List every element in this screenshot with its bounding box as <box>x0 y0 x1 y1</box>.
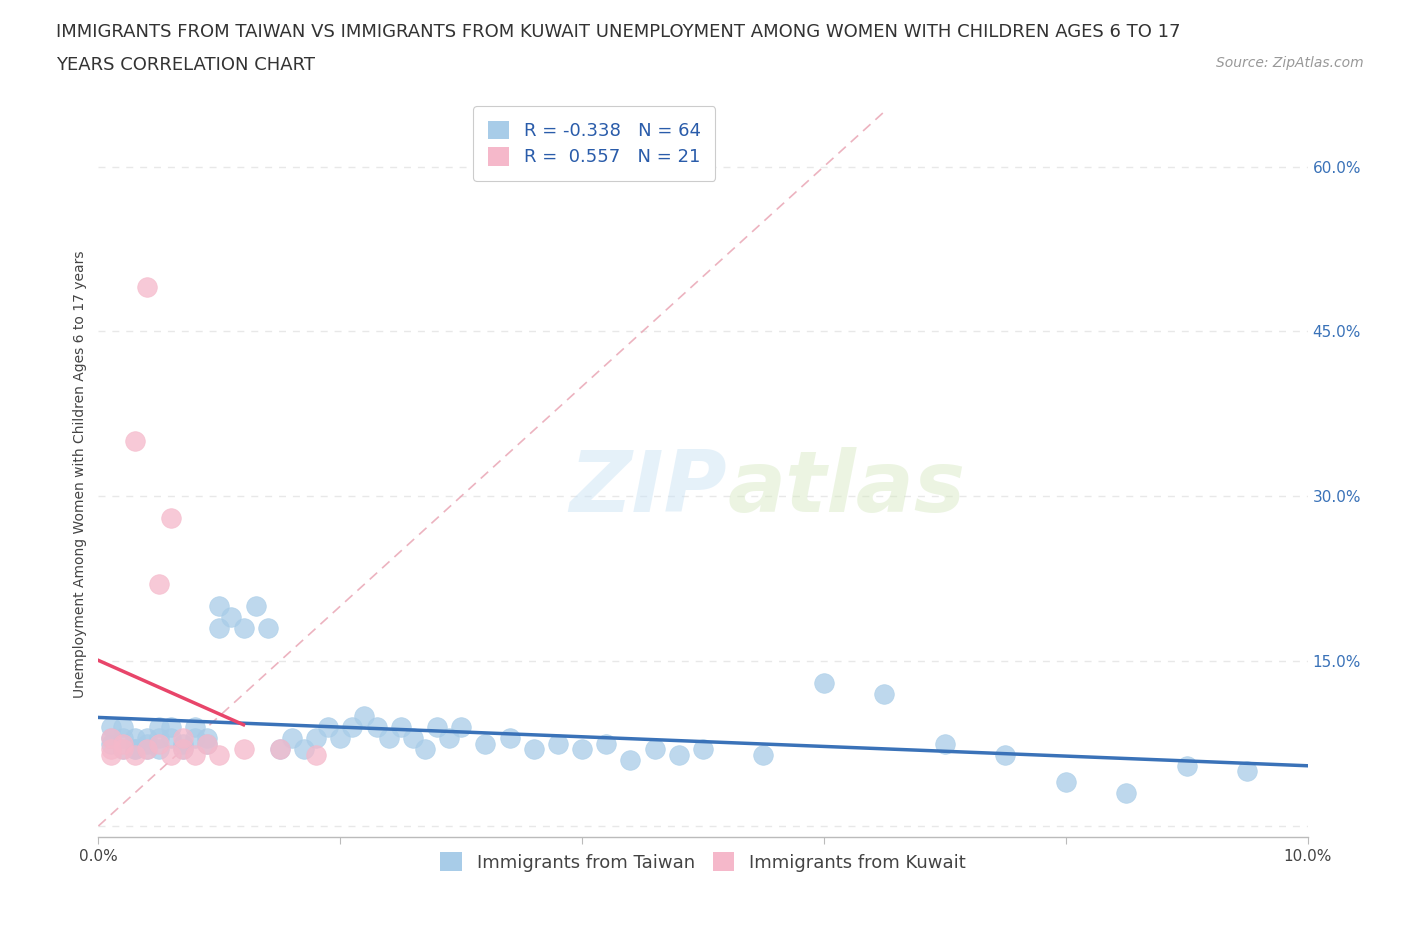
Point <box>135 737 157 751</box>
Point <box>135 741 157 756</box>
Point <box>1054 775 1077 790</box>
Point <box>208 620 231 635</box>
Text: atlas: atlas <box>727 447 966 530</box>
Point <box>281 731 304 746</box>
Point <box>402 731 425 746</box>
Point <box>172 737 194 751</box>
Point <box>474 737 496 751</box>
Point <box>571 741 593 756</box>
Point <box>135 741 157 756</box>
Point <box>523 741 546 756</box>
Point <box>100 741 122 756</box>
Point <box>148 577 170 591</box>
Point <box>111 731 134 746</box>
Point <box>172 741 194 756</box>
Point <box>148 731 170 746</box>
Y-axis label: Unemployment Among Women with Children Ages 6 to 17 years: Unemployment Among Women with Children A… <box>73 250 87 698</box>
Text: IMMIGRANTS FROM TAIWAN VS IMMIGRANTS FROM KUWAIT UNEMPLOYMENT AMONG WOMEN WITH C: IMMIGRANTS FROM TAIWAN VS IMMIGRANTS FRO… <box>56 23 1181 41</box>
Point <box>135 731 157 746</box>
Point <box>124 741 146 756</box>
Point <box>208 747 231 762</box>
Point <box>426 720 449 735</box>
Point <box>644 741 666 756</box>
Point <box>172 741 194 756</box>
Point <box>353 709 375 724</box>
Point <box>172 731 194 746</box>
Point <box>160 747 183 762</box>
Point <box>813 676 835 691</box>
Point <box>245 599 267 614</box>
Point <box>100 737 122 751</box>
Point <box>437 731 460 746</box>
Point <box>111 737 134 751</box>
Point <box>269 741 291 756</box>
Point <box>1236 764 1258 778</box>
Point <box>1175 758 1198 773</box>
Point <box>329 731 352 746</box>
Point <box>232 620 254 635</box>
Point <box>256 620 278 635</box>
Point <box>377 731 399 746</box>
Point <box>498 731 520 746</box>
Point <box>195 737 218 751</box>
Point <box>316 720 339 735</box>
Point <box>221 610 243 625</box>
Point <box>305 731 328 746</box>
Point <box>1115 786 1137 801</box>
Point <box>305 747 328 762</box>
Point <box>100 747 122 762</box>
Point <box>160 720 183 735</box>
Point <box>413 741 436 756</box>
Point <box>124 747 146 762</box>
Point <box>184 720 207 735</box>
Text: YEARS CORRELATION CHART: YEARS CORRELATION CHART <box>56 56 315 73</box>
Point <box>269 741 291 756</box>
Point <box>111 741 134 756</box>
Point <box>124 434 146 449</box>
Point <box>873 686 896 701</box>
Legend: Immigrants from Taiwan, Immigrants from Kuwait: Immigrants from Taiwan, Immigrants from … <box>433 845 973 879</box>
Point <box>148 720 170 735</box>
Point <box>111 741 134 756</box>
Point <box>160 511 183 525</box>
Point <box>195 731 218 746</box>
Point <box>547 737 569 751</box>
Point <box>450 720 472 735</box>
Point <box>389 720 412 735</box>
Point <box>292 741 315 756</box>
Point <box>148 737 170 751</box>
Point <box>232 741 254 756</box>
Point <box>668 747 690 762</box>
Point <box>752 747 775 762</box>
Point <box>100 731 122 746</box>
Point <box>100 731 122 746</box>
Point <box>342 720 364 735</box>
Text: Source: ZipAtlas.com: Source: ZipAtlas.com <box>1216 56 1364 70</box>
Point <box>124 731 146 746</box>
Point <box>111 720 134 735</box>
Point <box>100 720 122 735</box>
Point <box>619 752 641 767</box>
Point <box>595 737 617 751</box>
Point <box>184 731 207 746</box>
Point <box>994 747 1017 762</box>
Point <box>184 747 207 762</box>
Text: ZIP: ZIP <box>569 447 727 530</box>
Point <box>195 737 218 751</box>
Point <box>160 731 183 746</box>
Point <box>934 737 956 751</box>
Point <box>692 741 714 756</box>
Point <box>124 741 146 756</box>
Point <box>208 599 231 614</box>
Point <box>148 741 170 756</box>
Point <box>135 280 157 295</box>
Point <box>366 720 388 735</box>
